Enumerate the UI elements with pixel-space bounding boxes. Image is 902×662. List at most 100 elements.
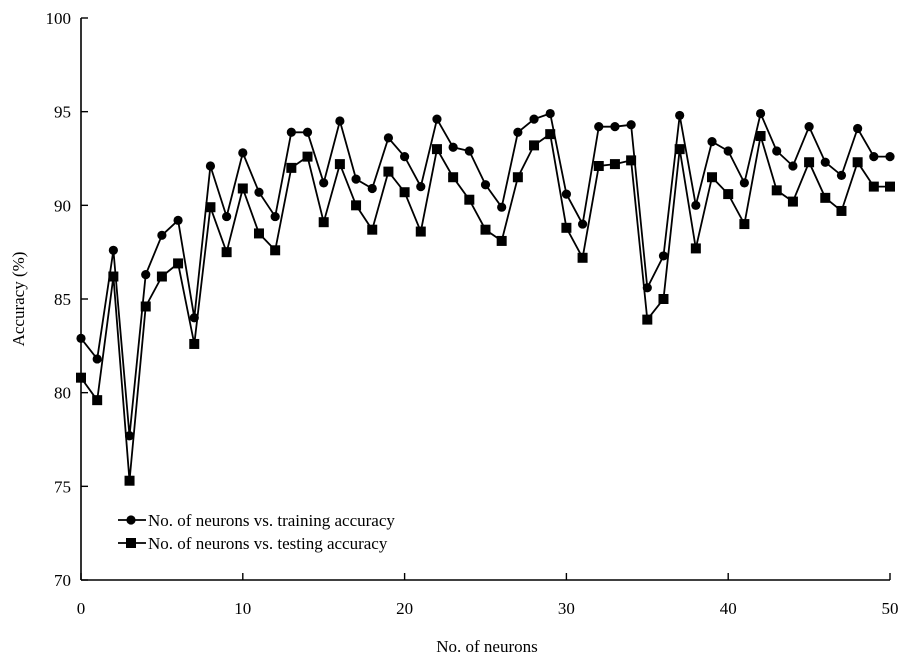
testing-point: [658, 294, 669, 304]
testing-point: [253, 228, 264, 239]
training-point: [497, 202, 507, 212]
testing-point: [836, 205, 847, 216]
training-point: [885, 152, 895, 162]
testing-point: [642, 314, 653, 325]
training-point: [545, 108, 555, 119]
training-point: [691, 200, 701, 210]
testing-point: [674, 144, 685, 155]
testing-point: [318, 217, 329, 228]
testing-point: [545, 129, 556, 140]
training-point: [432, 114, 442, 124]
training-point: [513, 127, 523, 137]
testing-point: [852, 157, 863, 168]
training-point: [577, 219, 588, 229]
training-point: [205, 161, 216, 171]
training-point: [92, 354, 102, 364]
training-point: [755, 108, 766, 119]
testing-point: [885, 181, 895, 192]
training-point: [594, 122, 604, 132]
testing-point: [804, 157, 815, 168]
x-tick-label: 20: [396, 599, 413, 618]
testing-point: [561, 222, 572, 233]
training-point: [658, 251, 669, 261]
training-point: [723, 146, 733, 156]
testing-point: [270, 245, 281, 256]
legend-label: No. of neurons vs. training accuracy: [148, 511, 395, 530]
training-point: [108, 245, 118, 255]
testing-point: [593, 160, 604, 171]
training-point: [238, 148, 248, 158]
training-point: [480, 180, 491, 190]
testing-point: [609, 159, 620, 170]
y-axis-title: Accuracy (%): [9, 252, 28, 347]
y-tick-label: 70: [54, 571, 71, 590]
testing-point: [415, 226, 426, 237]
training-point: [464, 146, 474, 156]
testing-point: [286, 162, 297, 173]
training-point: [448, 142, 458, 152]
testing-point: [739, 219, 750, 230]
testing-point: [205, 202, 216, 213]
series-layer: [76, 108, 895, 486]
training-point: [788, 161, 798, 171]
testing-point: [529, 140, 540, 151]
x-tick-label: 40: [720, 599, 737, 618]
legend: No. of neurons vs. training accuracy No. …: [118, 511, 395, 553]
testing-point: [367, 224, 378, 235]
training-point: [820, 157, 830, 167]
training-point: [351, 174, 361, 184]
x-axis-ticks: 0 10 20 30 40 50: [77, 573, 899, 618]
testing-point: [108, 271, 119, 282]
testing-point: [480, 224, 491, 235]
testing-point: [464, 194, 475, 205]
testing-point: [626, 155, 637, 166]
testing-point: [173, 258, 184, 269]
testing-point: [690, 243, 701, 254]
y-tick-label: 100: [46, 9, 72, 28]
training-point: [529, 114, 539, 124]
training-point: [869, 152, 879, 162]
testing-point: [92, 395, 103, 406]
testing-point: [496, 235, 507, 246]
training-point: [335, 116, 345, 126]
testing-point: [723, 189, 734, 200]
testing-point: [189, 338, 200, 349]
testing-point: [755, 131, 766, 142]
training-point: [383, 133, 394, 143]
testing-point: [431, 144, 442, 155]
y-tick-label: 75: [54, 477, 71, 496]
training-point: [400, 152, 410, 162]
training-point: [626, 120, 636, 130]
legend-square-marker: [126, 538, 136, 548]
training-point: [173, 215, 183, 225]
training-point: [254, 187, 264, 197]
testing-point: [771, 185, 782, 196]
training-point: [772, 146, 782, 156]
legend-circle-marker: [126, 515, 136, 525]
training-point: [804, 122, 814, 132]
testing-point: [820, 192, 831, 203]
testing-point: [334, 159, 345, 170]
training-point: [853, 123, 863, 134]
training-point: [286, 127, 296, 137]
x-tick-label: 50: [882, 599, 899, 618]
y-axis-ticks: 70 75 80 85 90 95 100: [46, 9, 88, 590]
testing-point: [140, 301, 151, 312]
y-tick-label: 95: [54, 103, 71, 122]
testing-point: [707, 172, 718, 183]
testing-point: [448, 172, 459, 183]
y-tick-label: 90: [54, 196, 71, 215]
testing-point: [787, 196, 798, 207]
training-point: [157, 230, 167, 240]
testing-point: [237, 183, 248, 194]
training-point: [302, 127, 313, 137]
training-point: [319, 178, 329, 188]
training-point: [416, 182, 426, 192]
testing-point: [124, 475, 135, 486]
training-point: [270, 211, 280, 222]
testing-point: [302, 151, 313, 162]
x-tick-label: 10: [234, 599, 251, 618]
testing-point: [512, 172, 523, 183]
testing-point: [351, 200, 362, 211]
training-point: [707, 137, 717, 147]
